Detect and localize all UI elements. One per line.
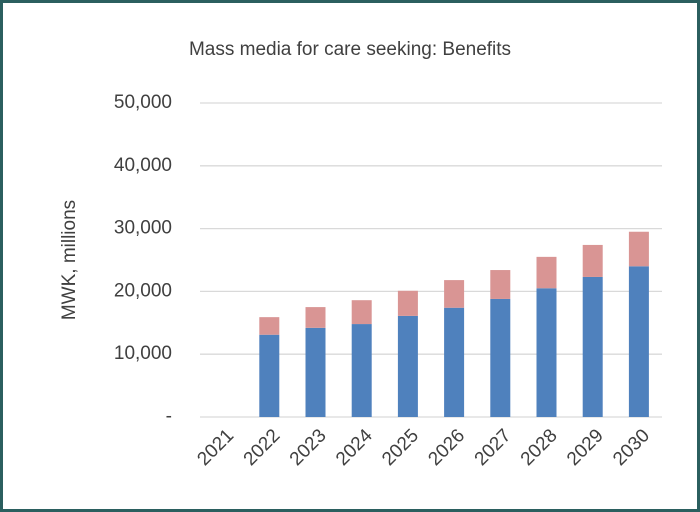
bar-segment bbox=[305, 307, 326, 328]
bar-segment bbox=[351, 324, 372, 417]
bar-segment bbox=[259, 334, 280, 417]
bar-segment bbox=[351, 300, 372, 325]
bar-segment bbox=[490, 298, 511, 417]
bar-segment bbox=[305, 327, 326, 417]
bar-segment bbox=[536, 256, 557, 289]
y-tick-label: 30,000 bbox=[114, 218, 172, 239]
chart-title: Mass media for care seeking: Benefits bbox=[189, 39, 511, 60]
bar-segment bbox=[444, 307, 465, 417]
bar-segment bbox=[397, 290, 418, 316]
bar-segment bbox=[536, 288, 557, 417]
y-tick-label: 40,000 bbox=[114, 155, 172, 176]
y-tick-label: 20,000 bbox=[114, 280, 172, 301]
y-tick-label: - bbox=[166, 406, 172, 427]
bar-segment bbox=[490, 270, 511, 299]
bar-segment bbox=[628, 266, 649, 417]
bar-segment bbox=[444, 280, 465, 308]
y-tick-label: 10,000 bbox=[114, 343, 172, 364]
bar-segment bbox=[397, 315, 418, 417]
bar-segment bbox=[628, 231, 649, 267]
bar-segment bbox=[582, 244, 603, 277]
bar-segment bbox=[582, 276, 603, 417]
y-axis-label: MWK, millions bbox=[59, 200, 80, 320]
bar-segment bbox=[259, 317, 280, 335]
y-tick-label: 50,000 bbox=[114, 92, 172, 113]
